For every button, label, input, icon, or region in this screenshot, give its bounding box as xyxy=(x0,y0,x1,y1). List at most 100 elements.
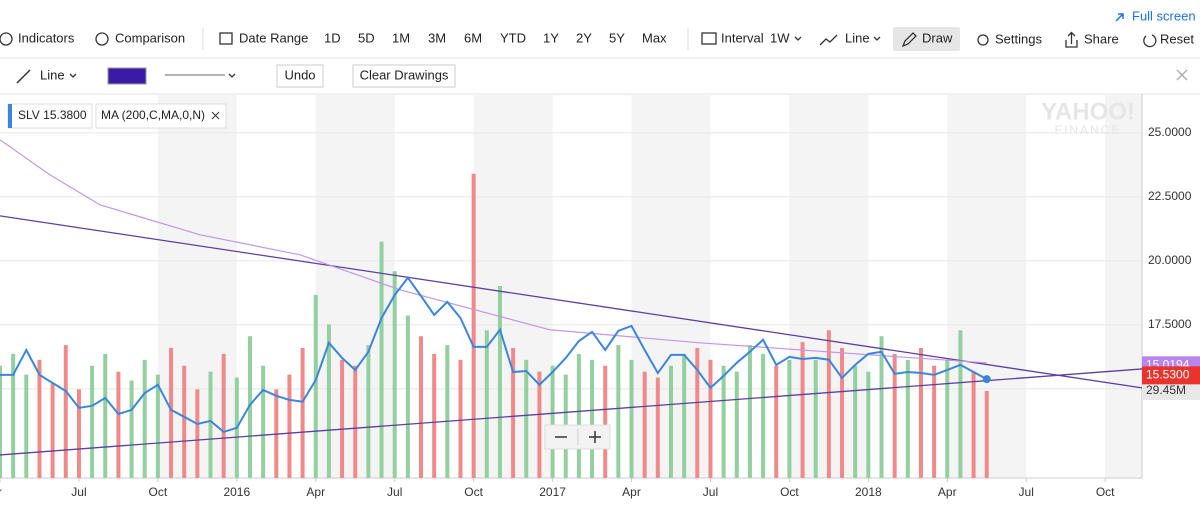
full-screen-icon xyxy=(1115,13,1124,22)
volume-bar xyxy=(800,342,805,478)
volume-bar xyxy=(668,365,673,478)
range-button[interactable]: 1Y xyxy=(543,30,559,45)
volume-bar xyxy=(195,389,200,478)
chevron xyxy=(228,73,236,78)
reset-button[interactable]: Reset xyxy=(1160,31,1194,46)
volume-bar xyxy=(405,315,410,478)
toolbar: Indicators Comparison Date Range 1D 5D 1M 3… xyxy=(0,8,1196,51)
x-tick-label: Jul xyxy=(387,485,402,499)
interval-button[interactable]: Interval xyxy=(721,30,764,45)
volume-bar xyxy=(261,365,266,478)
volume-bar xyxy=(90,365,95,478)
range-button[interactable]: 1D xyxy=(324,30,341,45)
date-range-button[interactable]: Date Range xyxy=(239,30,308,45)
volume-badge-bg xyxy=(1142,382,1200,401)
x-tick-label: Jul xyxy=(71,485,86,499)
range-button[interactable]: 1M xyxy=(392,30,410,45)
trend-line xyxy=(0,215,1143,389)
comparison-button[interactable]: Comparison xyxy=(115,30,185,45)
draw-button-bg xyxy=(893,27,960,51)
volume-bar xyxy=(287,374,292,478)
volume-bar xyxy=(984,391,989,478)
volume-bar xyxy=(247,336,252,478)
indicators-button[interactable]: Indicators xyxy=(18,30,75,45)
draw-bar: Line Undo Clear Drawings xyxy=(16,64,1188,88)
range-button[interactable]: 5D xyxy=(358,30,375,45)
volume-bar xyxy=(50,383,55,478)
watermark: FINANCE xyxy=(1055,123,1122,137)
pencil-icon xyxy=(901,32,917,48)
color-picker[interactable] xyxy=(107,67,147,85)
draw-button[interactable]: Draw xyxy=(922,30,953,45)
remove-indicator[interactable] xyxy=(211,111,220,120)
x-tick-label: r xyxy=(0,485,2,499)
settings-button[interactable]: Settings xyxy=(995,31,1042,46)
price-badge-bg xyxy=(1142,366,1200,385)
zoom-in[interactable] xyxy=(589,431,601,443)
y-tick-label: 20.0000 xyxy=(1148,253,1192,267)
clear-box xyxy=(352,64,456,88)
volume-bar xyxy=(63,345,68,478)
volume-bar xyxy=(879,336,884,478)
close-draw-bar[interactable] xyxy=(1176,69,1188,81)
x-tick-label: Apr xyxy=(938,485,957,499)
price-badge: 15.5300 xyxy=(1146,368,1190,382)
indicators-icon xyxy=(0,32,13,46)
volume-bar xyxy=(169,348,174,478)
legend-name: SLV xyxy=(18,108,40,122)
x-tick-label: Oct xyxy=(780,485,799,499)
range-button[interactable]: YTD xyxy=(500,30,526,45)
volume-bar xyxy=(708,359,713,478)
volume-bar xyxy=(813,359,818,478)
volume-bar xyxy=(366,345,371,478)
undo-button[interactable]: Undo xyxy=(284,67,315,82)
interval-icon xyxy=(701,32,717,45)
volume-bar xyxy=(103,353,108,478)
legend-swatch xyxy=(8,104,12,128)
chevron xyxy=(794,36,802,41)
clear-drawings-button[interactable]: Clear Drawings xyxy=(360,67,449,82)
volume-bar xyxy=(208,371,213,478)
volume-bar xyxy=(550,365,555,478)
range-buttons: 1D 5D 1M 3M 6M YTD 1Y 2Y 5Y Max xyxy=(324,30,667,45)
x-tick-label: Jul xyxy=(1019,485,1034,499)
plot: 15.000017.500020.000022.500025.0000rJulO… xyxy=(0,94,1200,499)
volume-bar xyxy=(445,345,450,478)
legend-box xyxy=(95,103,227,129)
volume-bar xyxy=(840,348,845,478)
line-icon xyxy=(819,34,838,46)
price-line xyxy=(0,276,988,434)
x-tick-label: Jul xyxy=(703,485,718,499)
range-button[interactable]: 3M xyxy=(428,30,446,45)
range-button[interactable]: Max xyxy=(642,30,667,45)
volume-bar xyxy=(892,353,897,478)
legend-item: SLV 15.3800 xyxy=(18,108,87,122)
settings-icon xyxy=(977,34,989,46)
range-button[interactable]: 5Y xyxy=(609,30,625,45)
volume-bar xyxy=(734,371,739,478)
last-point xyxy=(982,375,991,384)
full-screen-button[interactable]: Full screen xyxy=(1132,8,1196,23)
volume-bar xyxy=(11,353,16,478)
range-button[interactable]: 6M xyxy=(464,30,482,45)
volume-bar xyxy=(392,271,397,478)
volume-bar xyxy=(353,365,358,478)
moving-average-line xyxy=(0,139,987,364)
volume-bar xyxy=(747,345,752,478)
undo-box xyxy=(276,64,324,88)
range-button[interactable]: 2Y xyxy=(576,30,592,45)
x-tick-label: Oct xyxy=(464,485,483,499)
chart-type-button[interactable]: Line xyxy=(845,30,870,45)
line-tool-button[interactable]: Line xyxy=(40,67,65,82)
volume-bar xyxy=(432,353,437,478)
volume-bar xyxy=(905,359,910,478)
volume-bar xyxy=(774,365,779,478)
interval-value[interactable]: 1W xyxy=(770,30,790,45)
volume-bar xyxy=(682,353,687,478)
volume-bar xyxy=(971,371,976,478)
volume-bar xyxy=(76,389,81,478)
volume-bar xyxy=(603,365,608,478)
share-button[interactable]: Share xyxy=(1084,31,1119,46)
volume-bar xyxy=(326,324,331,478)
volume-bar xyxy=(221,353,226,478)
